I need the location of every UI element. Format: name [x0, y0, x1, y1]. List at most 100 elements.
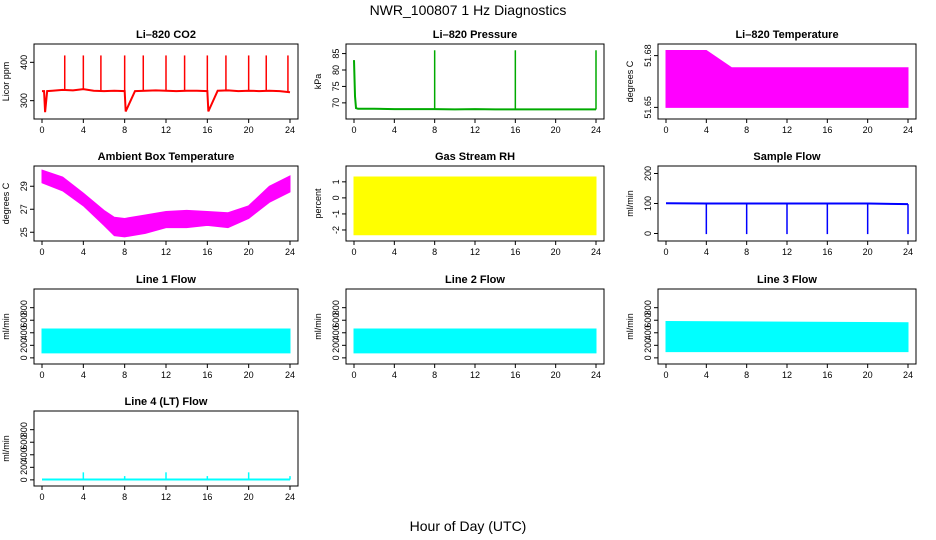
y-axis-label: ml/min — [313, 313, 323, 340]
y-axis-label: ml/min — [625, 190, 635, 217]
y-tick-label: 85 — [331, 49, 341, 59]
panel-8: Line 2 Flow ml/min 0 4 8 12 16 20 24 0 20040060080… — [313, 274, 605, 380]
data-layer — [353, 328, 597, 354]
x-tick-label: 20 — [863, 370, 873, 380]
y-axis-label: percent — [313, 188, 323, 219]
y-axis-label: ml/min — [625, 313, 635, 340]
y-tick-label: 29 — [19, 181, 29, 191]
x-tick-label: 16 — [202, 247, 212, 257]
y-tick-label: 200 — [331, 338, 341, 353]
y-tick-label: 70 — [331, 98, 341, 108]
series-band — [665, 320, 909, 353]
x-tick-label: 8 — [744, 370, 749, 380]
x-tick-label: 8 — [432, 125, 437, 135]
x-tick-label: 20 — [551, 247, 561, 257]
y-tick-label: 27 — [19, 204, 29, 214]
x-tick-label: 24 — [591, 247, 601, 257]
x-tick-label: 16 — [510, 370, 520, 380]
data-layer — [665, 49, 909, 108]
data-layer — [41, 328, 291, 354]
x-tick-label: 12 — [782, 247, 792, 257]
figure-x-axis-label: Hour of Day (UTC) — [409, 518, 527, 534]
plot-frame — [345, 43, 605, 120]
x-tick-label: 0 — [663, 247, 668, 257]
y-tick-label: 25 — [19, 227, 29, 237]
x-tick-label: 16 — [822, 247, 832, 257]
panel-title: Line 3 Flow — [757, 274, 817, 286]
x-tick-label: 8 — [744, 125, 749, 135]
y-tick-label: 0 — [331, 195, 341, 200]
y-tick-label: 51.65 — [643, 96, 653, 119]
x-tick-label: 16 — [510, 247, 520, 257]
data-layer — [353, 176, 597, 236]
data-layer — [353, 50, 597, 111]
x-tick-label: 20 — [551, 370, 561, 380]
y-axis-label: ml/min — [1, 313, 11, 340]
x-tick-label: 0 — [663, 125, 668, 135]
x-tick-label: 0 — [39, 125, 44, 135]
x-tick-label: 20 — [863, 125, 873, 135]
x-tick-label: 0 — [39, 247, 44, 257]
x-tick-label: 4 — [704, 247, 709, 257]
x-tick-label: 16 — [202, 492, 212, 502]
x-tick-label: 12 — [161, 247, 171, 257]
x-tick-label: 24 — [285, 125, 295, 135]
panel-6: Sample Flow ml/min 0 4 8 12 16 20 24 0 100 200 — [625, 151, 917, 257]
panel-10: Line 4 (LT) Flow ml/min 0 4 8 12 16 20 24 0 200400… — [1, 396, 299, 502]
data-layer — [42, 55, 291, 113]
series-line — [353, 60, 596, 111]
panel-2: Li–820 Pressure kPa 0 4 8 12 16 20 24 70 75 80 85 — [313, 29, 605, 135]
figure-title: NWR_100807 1 Hz Diagnostics — [369, 2, 567, 18]
y-tick-label: 600 — [19, 435, 29, 450]
series-band — [41, 328, 291, 354]
x-tick-label: 20 — [244, 125, 254, 135]
x-tick-label: 12 — [161, 125, 171, 135]
panel-title: Ambient Box Temperature — [98, 151, 235, 163]
x-tick-label: 8 — [122, 492, 127, 502]
y-axis-label: ml/min — [1, 435, 11, 462]
y-axis-label: Licor ppm — [1, 62, 11, 102]
x-tick-label: 12 — [470, 370, 480, 380]
panel-7: Line 1 Flow ml/min 0 4 8 12 16 20 24 0 20040060080… — [1, 274, 299, 380]
y-tick-label: 400 — [19, 325, 29, 340]
panel-4: Ambient Box Temperature degrees C 0 4 8 12 16 2… — [1, 151, 299, 257]
y-tick-label: 100 — [643, 196, 653, 211]
x-tick-label: 4 — [704, 370, 709, 380]
y-tick-label: 0 — [643, 355, 653, 360]
x-tick-label: 0 — [663, 370, 668, 380]
y-tick-label: 400 — [643, 325, 653, 340]
x-tick-label: 4 — [392, 125, 397, 135]
x-tick-label: 4 — [81, 370, 86, 380]
panel-title: Line 1 Flow — [136, 274, 196, 286]
y-tick-label: 51.68 — [643, 44, 653, 67]
x-tick-label: 8 — [744, 247, 749, 257]
x-tick-label: 8 — [122, 125, 127, 135]
panel-9: Line 3 Flow ml/min 0 4 8 12 16 20 24 0 20040060080… — [625, 274, 917, 380]
data-layer — [42, 472, 291, 481]
x-tick-label: 4 — [392, 247, 397, 257]
x-tick-label: 16 — [202, 125, 212, 135]
y-tick-label: 80 — [331, 65, 341, 75]
y-tick-label: 75 — [331, 81, 341, 91]
y-axis-label: kPa — [313, 74, 323, 90]
y-tick-label: 200 — [19, 460, 29, 475]
y-tick-label: 0 — [331, 355, 341, 360]
series-band — [353, 176, 597, 236]
x-tick-label: 20 — [551, 125, 561, 135]
y-tick-label: 200 — [643, 338, 653, 353]
y-tick-label: 800 — [643, 300, 653, 315]
data-layer — [665, 202, 909, 235]
y-tick-label: 800 — [19, 300, 29, 315]
y-tick-label: 1 — [331, 179, 341, 184]
panel-title: Line 4 (LT) Flow — [125, 396, 208, 408]
x-tick-label: 16 — [822, 125, 832, 135]
y-tick-label: 200 — [643, 166, 653, 181]
panel-title: Line 2 Flow — [445, 274, 505, 286]
x-tick-label: 12 — [470, 125, 480, 135]
y-axis-label: degrees C — [625, 60, 635, 102]
x-tick-label: 24 — [903, 370, 913, 380]
y-tick-label: 800 — [19, 422, 29, 437]
y-tick-label: 0 — [19, 477, 29, 482]
